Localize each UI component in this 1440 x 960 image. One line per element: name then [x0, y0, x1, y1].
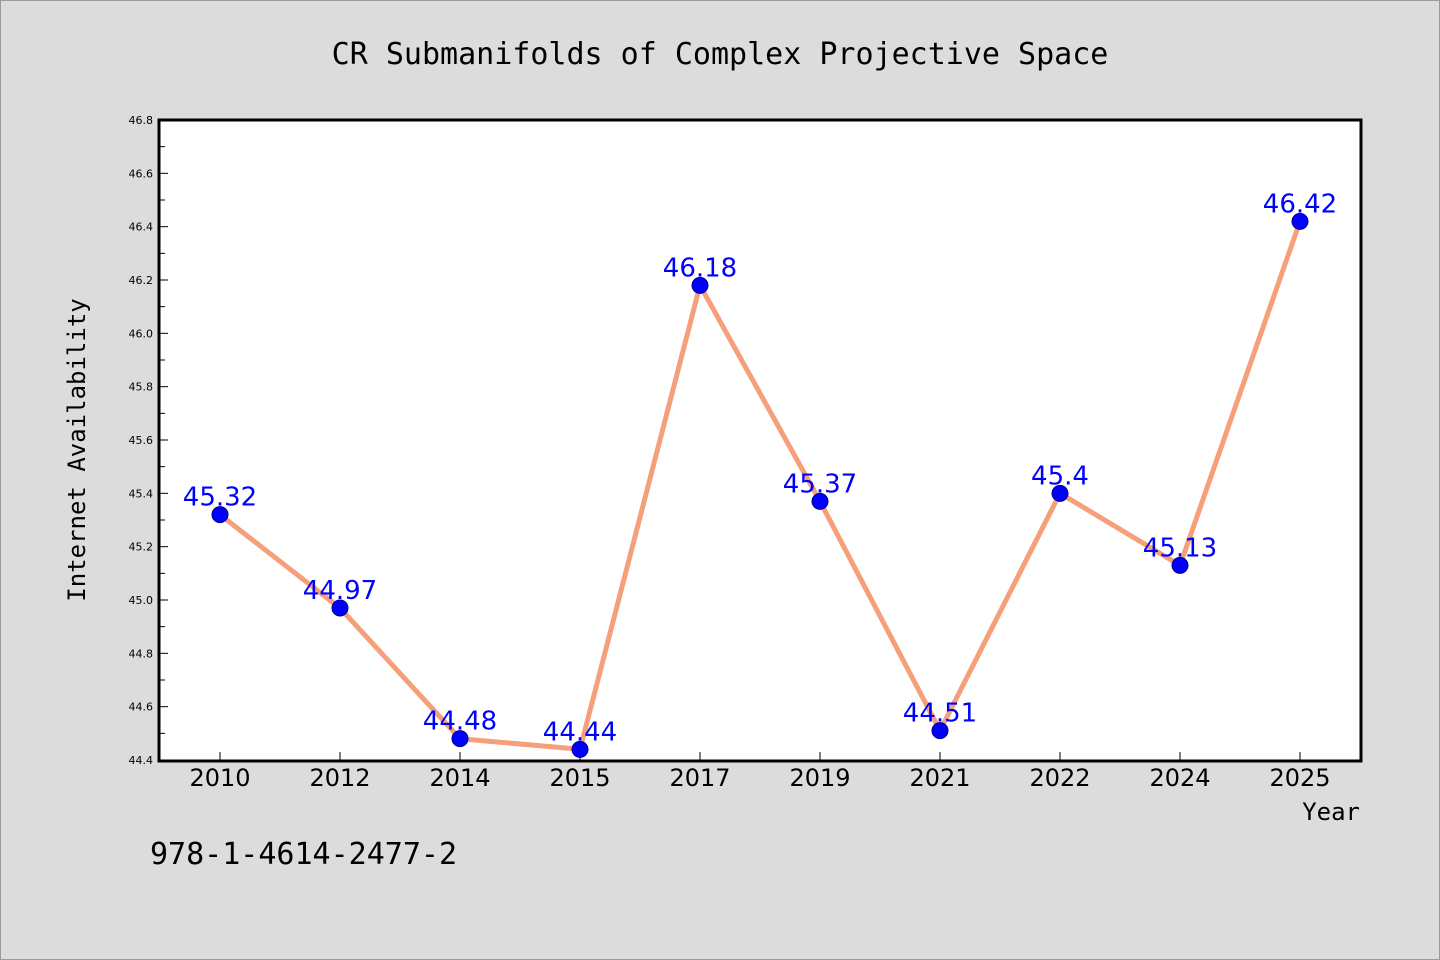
y-tick-label: 44.4 [129, 754, 154, 767]
x-tick-label: 2012 [309, 764, 370, 792]
data-point [571, 740, 589, 758]
data-label: 46.18 [663, 253, 737, 283]
chart-title: CR Submanifolds of Complex Projective Sp… [332, 37, 1109, 72]
data-point [931, 722, 949, 740]
series-line [217, 218, 1303, 752]
data-label: 45.13 [1143, 533, 1217, 563]
data-label: 45.4 [1031, 461, 1089, 491]
x-tick-label: 2014 [429, 764, 490, 792]
data-labels: 45.32 44.97 44.48 44.44 46.18 45.37 44.51 45.4 4… [183, 189, 1337, 747]
data-label: 44.44 [543, 717, 617, 747]
y-tick-label: 45.0 [129, 594, 154, 607]
x-tick-label: 2021 [909, 764, 970, 792]
data-label: 46.42 [1263, 189, 1337, 219]
y-axis-label: Internet Availability [63, 298, 91, 601]
y-tick-label: 45.8 [129, 381, 154, 394]
x-tick-label: 2015 [549, 764, 610, 792]
y-tick-label: 46.0 [129, 327, 154, 340]
y-tick-label: 45.6 [129, 434, 154, 447]
data-label: 45.32 [183, 483, 257, 513]
data-label: 44.51 [903, 699, 977, 729]
y-tick-label: 46.6 [129, 167, 154, 180]
x-tick-label: 2019 [789, 764, 850, 792]
y-tick-label: 45.2 [129, 541, 154, 554]
y-tick-label: 46.8 [129, 114, 154, 127]
y-tick-label: 44.8 [129, 647, 154, 660]
y-tick-label: 46.2 [129, 274, 154, 287]
data-point [691, 276, 709, 294]
x-tick-label: 2017 [669, 764, 730, 792]
y-axis: 44.4 44.6 44.8 45.0 45.2 45.4 45.6 45.8 46.0 46.2… [129, 114, 168, 767]
x-tick-label: 2010 [189, 764, 250, 792]
data-label: 45.37 [783, 469, 857, 499]
y-tick-label: 45.4 [129, 487, 154, 500]
x-tick-label: 2024 [1149, 764, 1210, 792]
x-tick-label: 2025 [1269, 764, 1330, 792]
x-axis-label: Year [1302, 798, 1360, 826]
data-label: 44.48 [423, 707, 497, 737]
series-line-group [211, 212, 1309, 758]
data-point [211, 506, 229, 524]
data-point [1291, 212, 1309, 230]
y-tick-label: 44.6 [129, 701, 154, 714]
x-axis: 2010 2012 2014 2015 2017 2019 2021 2022 2024 2025 [189, 752, 1331, 792]
isbn-text: 978-1-4614-2477-2 [150, 837, 457, 872]
data-point [1051, 484, 1069, 502]
data-point [1171, 556, 1189, 574]
y-tick-label: 46.4 [129, 221, 154, 234]
data-label: 44.97 [303, 576, 377, 606]
x-tick-label: 2022 [1029, 764, 1090, 792]
data-point [331, 599, 349, 617]
plot-area [157, 118, 1363, 763]
data-point [451, 730, 469, 748]
data-point [811, 492, 829, 510]
